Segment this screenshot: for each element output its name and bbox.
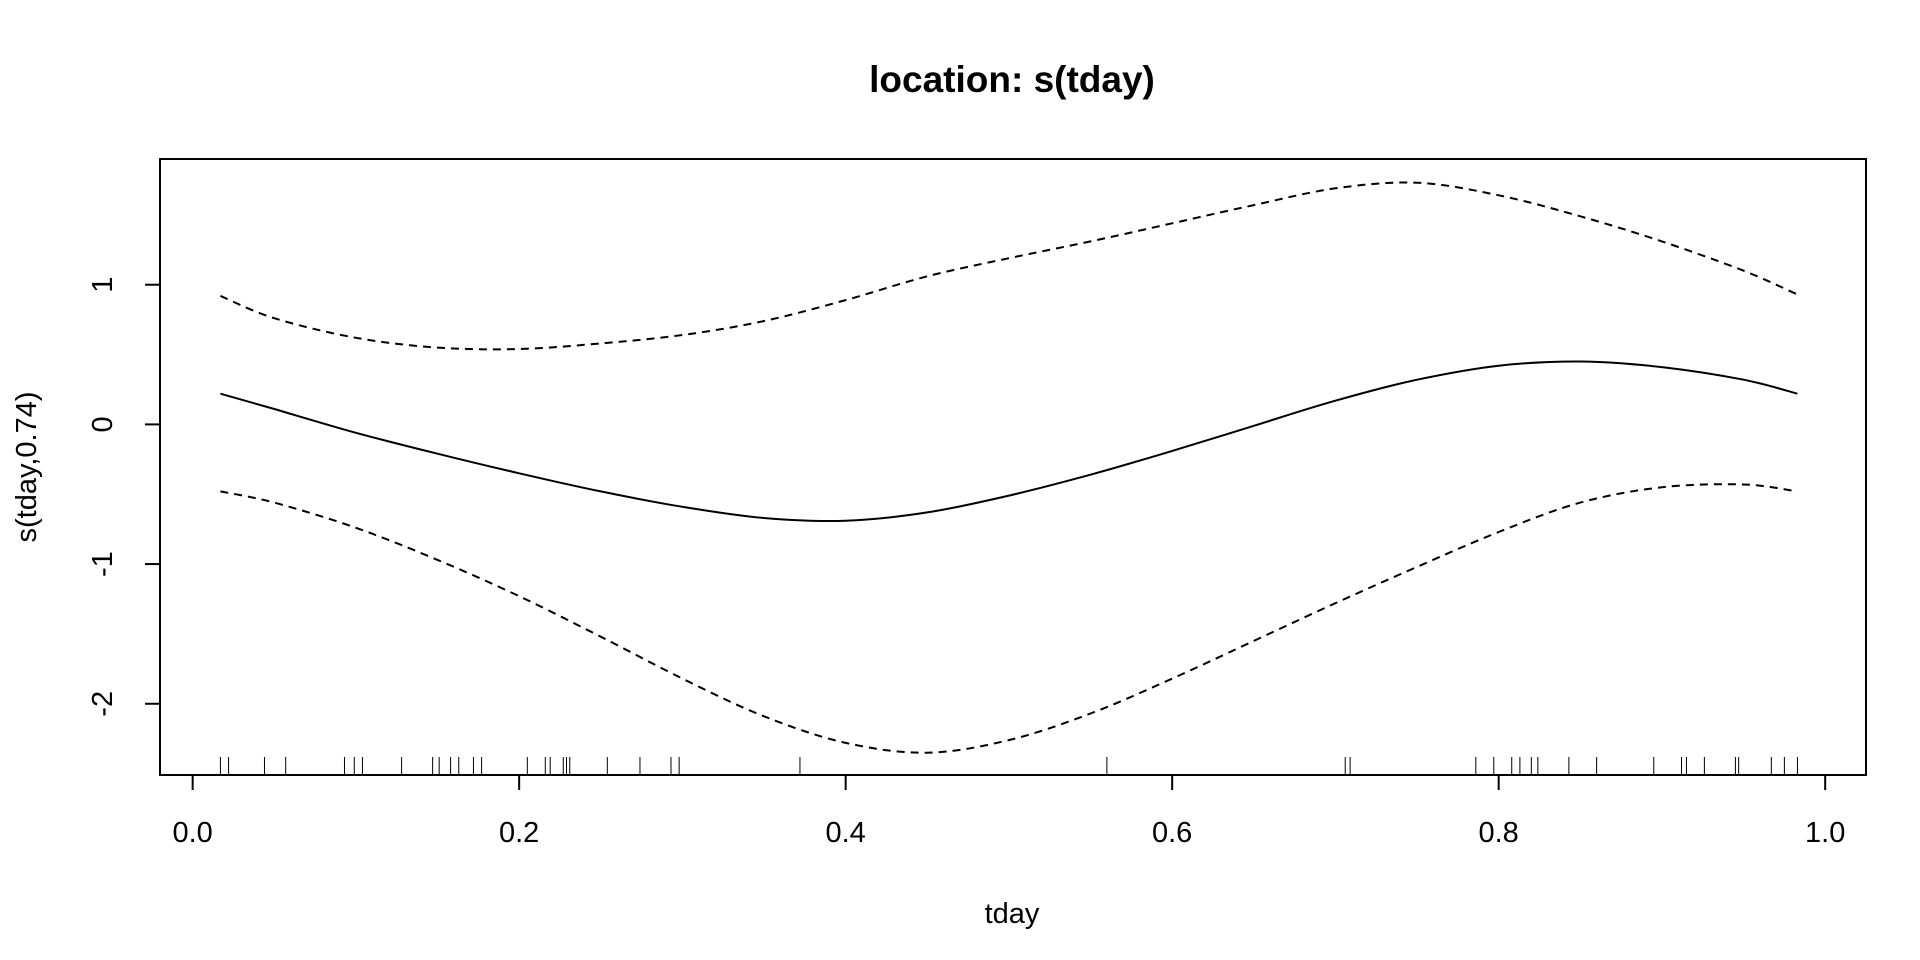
- plot-frame: [159, 158, 1867, 776]
- x-tick-label: 0.4: [826, 817, 866, 849]
- x-tick-label: 0.8: [1479, 817, 1519, 849]
- y-axis-label: s(tday,0.74): [11, 392, 43, 543]
- y-axis: -2 -1 0 1: [87, 277, 161, 717]
- x-tick-label: 0.6: [1152, 817, 1192, 849]
- confidence-band-line-2: [220, 483, 1798, 754]
- series-layer: [220, 181, 1798, 754]
- x-tick-label: 0.0: [172, 817, 212, 849]
- x-tick-label: 1.0: [1805, 817, 1845, 849]
- x-tick-label: 0.2: [499, 817, 539, 849]
- y-tick-label: 0: [87, 416, 119, 432]
- x-axis-label: tday: [985, 898, 1040, 930]
- y-tick-label: 1: [87, 277, 119, 293]
- y-tick-label: -2: [87, 691, 119, 717]
- x-axis: 0.0 0.2 0.4 0.6 0.8 1.0: [172, 774, 1845, 849]
- rug-layer: [219, 757, 1798, 775]
- confidence-band-line-1: [220, 181, 1798, 351]
- fitted-smooth-line: [220, 360, 1798, 523]
- y-tick-label: -1: [87, 551, 119, 577]
- chart-title: location: s(tday): [869, 59, 1155, 100]
